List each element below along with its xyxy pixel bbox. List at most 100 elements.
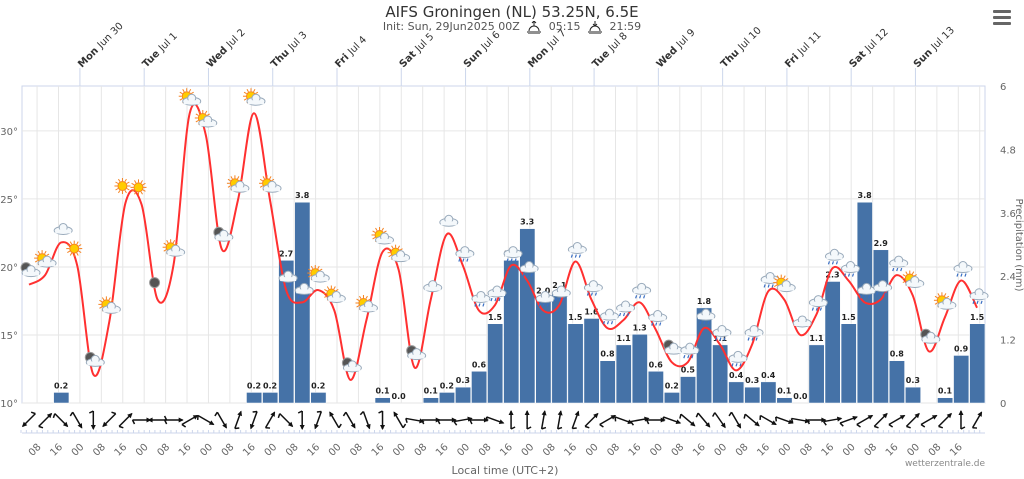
sun-cloud-icon xyxy=(371,226,395,245)
day-label: Fri Jul 11 xyxy=(783,30,823,70)
x-axis-tick-label: 00 xyxy=(520,442,537,459)
right-axis-tick-label: 4.8 xyxy=(1000,145,1016,156)
sun-ray xyxy=(253,89,256,93)
sun-ray xyxy=(367,298,371,301)
cloud-icon xyxy=(792,315,812,328)
rain-icon xyxy=(857,282,877,299)
rain-icon xyxy=(294,282,314,299)
wind-barb xyxy=(88,410,94,414)
rain-drop xyxy=(281,282,284,287)
rain-drop xyxy=(896,267,899,272)
precipitation-bar xyxy=(423,397,439,404)
rain-drop xyxy=(618,312,622,317)
cloud-shape xyxy=(55,229,72,234)
wind-barb xyxy=(402,423,407,429)
rain-drop xyxy=(558,297,561,302)
wind-arrow-icon xyxy=(540,410,547,430)
sun-disc xyxy=(69,243,80,254)
wind-arrow-head xyxy=(147,417,153,423)
sun-ray xyxy=(236,176,240,180)
wind-barb xyxy=(252,410,258,413)
sun-ray xyxy=(372,230,376,233)
wind-arrow-head xyxy=(788,419,794,425)
precipitation-bar xyxy=(567,323,584,404)
sun-ray xyxy=(67,250,71,254)
cloud-shape xyxy=(858,289,875,294)
sun-ray xyxy=(259,178,263,182)
wind-arrow-icon xyxy=(453,416,473,426)
wind-arrow-head xyxy=(451,417,457,423)
cloud-shape xyxy=(280,277,297,282)
sun-ray xyxy=(163,242,167,246)
right-axis-tick-label: 6 xyxy=(1000,82,1006,93)
rain-icon xyxy=(824,248,844,265)
precipitation-bar xyxy=(551,291,568,404)
sun-ray xyxy=(356,305,360,308)
rain-icon xyxy=(278,270,298,287)
rain-drop xyxy=(747,337,750,341)
x-axis-tick-label: 08 xyxy=(862,442,879,459)
wind-arrow-head xyxy=(380,425,386,430)
sun-ray xyxy=(937,293,940,297)
sun-disc xyxy=(133,182,144,193)
sun-ray xyxy=(99,306,103,309)
sun-ray xyxy=(195,113,199,116)
precipitation-bar xyxy=(631,334,648,404)
hamburger-menu-icon[interactable] xyxy=(993,10,1011,26)
cloud-shape xyxy=(649,316,666,321)
sun-icon xyxy=(66,240,83,257)
precipitation-bar xyxy=(664,392,680,404)
cloud-shape xyxy=(971,294,988,299)
wind-arrow-icon xyxy=(938,412,952,429)
rain-drop xyxy=(643,295,646,299)
cloud-icon xyxy=(53,222,73,235)
wind-barb xyxy=(614,416,617,422)
left-axis-tick-label: 30° xyxy=(0,127,18,138)
precipitation-bar xyxy=(680,376,696,404)
precipitation-data-label: 1.6 xyxy=(584,307,599,316)
x-axis-tick-label: 00 xyxy=(712,442,729,459)
rain-icon xyxy=(519,261,539,277)
precipitation-bar xyxy=(937,397,954,404)
rain-drop xyxy=(731,363,734,367)
wind-arrow-icon xyxy=(775,416,794,425)
sun-cloud-icon xyxy=(387,244,411,263)
precipitation-data-label: 2.1 xyxy=(552,281,567,290)
temperature-line xyxy=(28,103,978,381)
moon-cloud-icon xyxy=(341,357,362,373)
wind-barb xyxy=(695,412,699,418)
rain-icon xyxy=(728,350,748,367)
rain-drop xyxy=(546,303,549,307)
wind-arrow-icon xyxy=(971,411,983,429)
cloud-shape xyxy=(489,292,506,297)
wind-barb xyxy=(728,411,733,417)
wind-arrow-icon xyxy=(485,416,505,425)
x-axis-title: Local time (UTC+2) xyxy=(452,464,559,477)
rain-drop xyxy=(466,258,469,262)
rain-icon xyxy=(551,285,571,302)
right-axis-title: Precipitation (mm) xyxy=(1013,199,1024,292)
wind-arrow-head xyxy=(958,410,964,415)
wind-barb xyxy=(906,425,911,429)
x-axis-tick-label: 00 xyxy=(198,442,215,459)
rain-icon xyxy=(680,342,700,359)
cloud-shape xyxy=(472,297,489,302)
rain-drop xyxy=(868,295,871,299)
rain-drop xyxy=(586,292,589,296)
sun-ray xyxy=(399,248,403,251)
wind-barb xyxy=(599,423,604,428)
sun-ray xyxy=(44,250,47,255)
precipitation-bar xyxy=(647,371,664,404)
wind-barb xyxy=(453,421,458,426)
cloud-shape xyxy=(826,255,843,260)
wind-barb xyxy=(888,423,894,428)
precipitation-data-label: 0.8 xyxy=(600,350,615,359)
wind-barb xyxy=(118,425,124,429)
sun-ray xyxy=(326,286,330,290)
wind-arrow-icon xyxy=(571,410,580,430)
wind-arrow-head xyxy=(754,421,760,427)
moon-icon xyxy=(149,277,161,289)
precipitation-bar xyxy=(953,355,970,404)
precipitation-data-label: 0.5 xyxy=(681,366,696,375)
sun-ray xyxy=(76,241,79,245)
